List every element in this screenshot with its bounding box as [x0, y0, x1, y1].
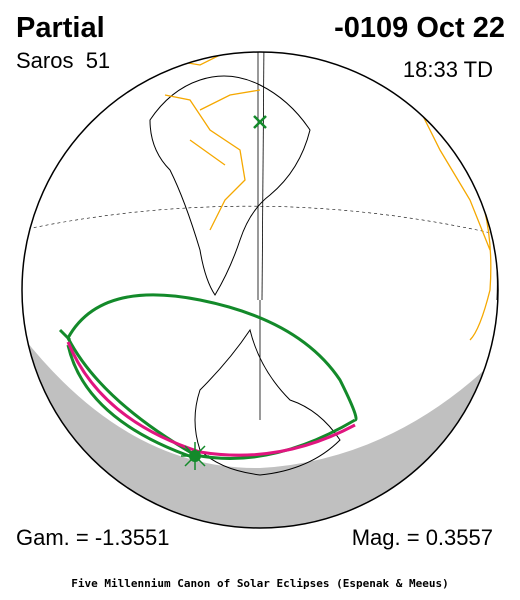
credit: Five Millennium Canon of Solar Eclipses … [71, 577, 449, 590]
penumbra-limit [66, 344, 196, 460]
penumbra-limit [58, 328, 72, 342]
globe-outline [21, 51, 499, 529]
borders [164, 52, 261, 231]
south-america [149, 75, 311, 296]
gamma: Gam. = -1.3551 [16, 525, 169, 550]
sub-solar-point [253, 115, 267, 129]
saros: Saros 51 [16, 48, 110, 73]
eclipse-date: -0109 Oct 22 [334, 12, 505, 44]
equator [22, 205, 498, 236]
eclipse-type: Partial [16, 12, 105, 44]
meridian [261, 52, 265, 301]
time: 18:33 TD [403, 57, 493, 82]
penumbra-limit [66, 293, 358, 422]
greatest-eclipse [181, 442, 209, 470]
magnitude: Mag. = 0.3557 [352, 525, 493, 550]
